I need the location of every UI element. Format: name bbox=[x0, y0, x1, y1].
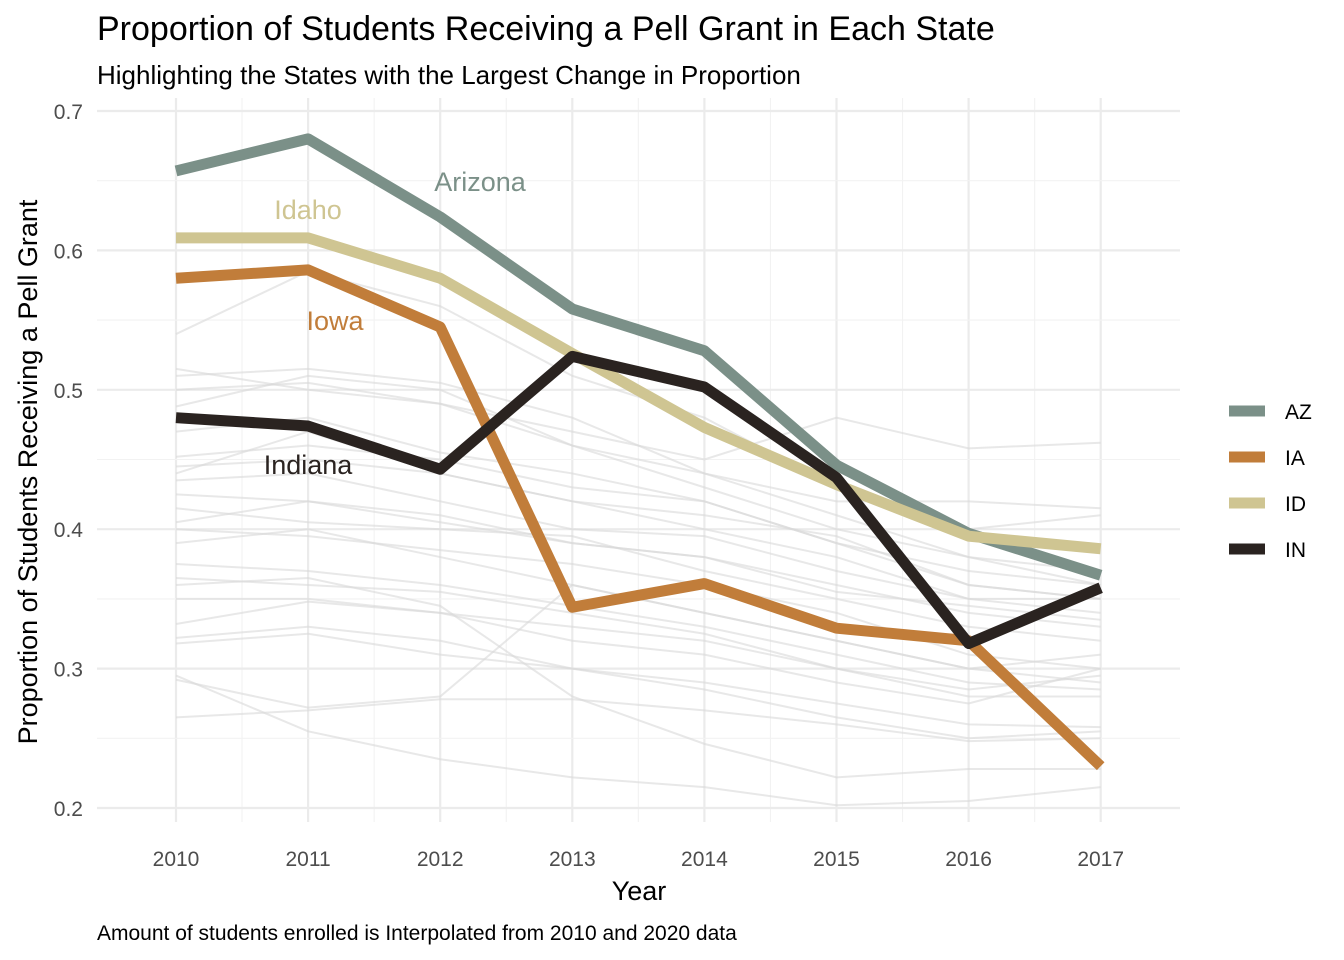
y-tick-label: 0.6 bbox=[54, 240, 83, 263]
x-tick-label: 2016 bbox=[945, 848, 992, 871]
legend-label-ia: IA bbox=[1285, 447, 1305, 470]
x-tick-label: 2015 bbox=[813, 848, 860, 871]
y-tick-label: 0.4 bbox=[54, 519, 84, 542]
background-state-line bbox=[175, 528, 1101, 670]
background-state-line bbox=[175, 600, 1101, 705]
background-state-line bbox=[175, 563, 1101, 691]
background-state-line bbox=[175, 367, 1101, 510]
y-axis-ticks: 0.2 0.3 0.4 0.5 0.6 0.7 bbox=[54, 101, 84, 821]
annotation-iowa: Iowa bbox=[306, 306, 364, 336]
background-state-line bbox=[175, 674, 1101, 807]
background-state-line bbox=[175, 576, 1101, 779]
y-tick-label: 0.5 bbox=[54, 380, 83, 403]
chart-subtitle: Highlighting the States with the Largest… bbox=[97, 60, 801, 90]
x-tick-label: 2011 bbox=[286, 848, 331, 871]
background-state-line bbox=[175, 625, 1101, 729]
x-tick-label: 2014 bbox=[681, 848, 728, 871]
background-state-line bbox=[175, 444, 1101, 586]
background-state-line bbox=[175, 416, 1101, 600]
y-tick-label: 0.2 bbox=[54, 798, 83, 821]
annotation-idaho: Idaho bbox=[274, 195, 342, 225]
annotation-indiana: Indiana bbox=[264, 450, 354, 480]
x-tick-label: 2013 bbox=[549, 848, 596, 871]
background-state-line bbox=[175, 632, 1101, 740]
background-state-line bbox=[175, 698, 1101, 743]
x-axis-ticks: 2010 2011 2012 2013 2014 2015 2016 2017 bbox=[153, 848, 1124, 871]
background-state-line bbox=[175, 381, 1101, 573]
legend-label-in: IN bbox=[1285, 539, 1306, 562]
highlighted-state-lines bbox=[174, 133, 1105, 771]
chart-title: Proportion of Students Receiving a Pell … bbox=[97, 10, 995, 48]
y-axis-title: Proportion of Students Receiving a Pell … bbox=[13, 199, 43, 744]
x-tick-label: 2010 bbox=[153, 848, 200, 871]
background-state-line bbox=[175, 576, 1101, 698]
legend-label-az: AZ bbox=[1285, 401, 1312, 424]
series-line-ia bbox=[175, 264, 1105, 771]
state-annotations: Arizona Iowa Idaho Indiana bbox=[264, 167, 527, 480]
x-tick-label: 2012 bbox=[417, 848, 464, 871]
background-state-lines bbox=[175, 270, 1101, 807]
series-line-in bbox=[175, 350, 1103, 650]
annotation-arizona: Arizona bbox=[434, 167, 527, 197]
background-state-line bbox=[175, 374, 1101, 586]
x-axis-title: Year bbox=[612, 876, 667, 906]
legend: AZ IA ID IN bbox=[1229, 401, 1312, 562]
series-line-id bbox=[176, 232, 1102, 555]
background-state-line bbox=[175, 472, 1101, 600]
background-state-line bbox=[176, 597, 1101, 691]
legend-label-id: ID bbox=[1285, 493, 1306, 516]
background-state-line bbox=[175, 500, 1101, 621]
background-state-line bbox=[175, 458, 1101, 614]
x-tick-label: 2017 bbox=[1077, 848, 1124, 871]
y-tick-label: 0.7 bbox=[54, 101, 83, 124]
chart-caption: Amount of students enrolled is Interpola… bbox=[97, 922, 737, 945]
y-tick-label: 0.3 bbox=[54, 659, 83, 682]
